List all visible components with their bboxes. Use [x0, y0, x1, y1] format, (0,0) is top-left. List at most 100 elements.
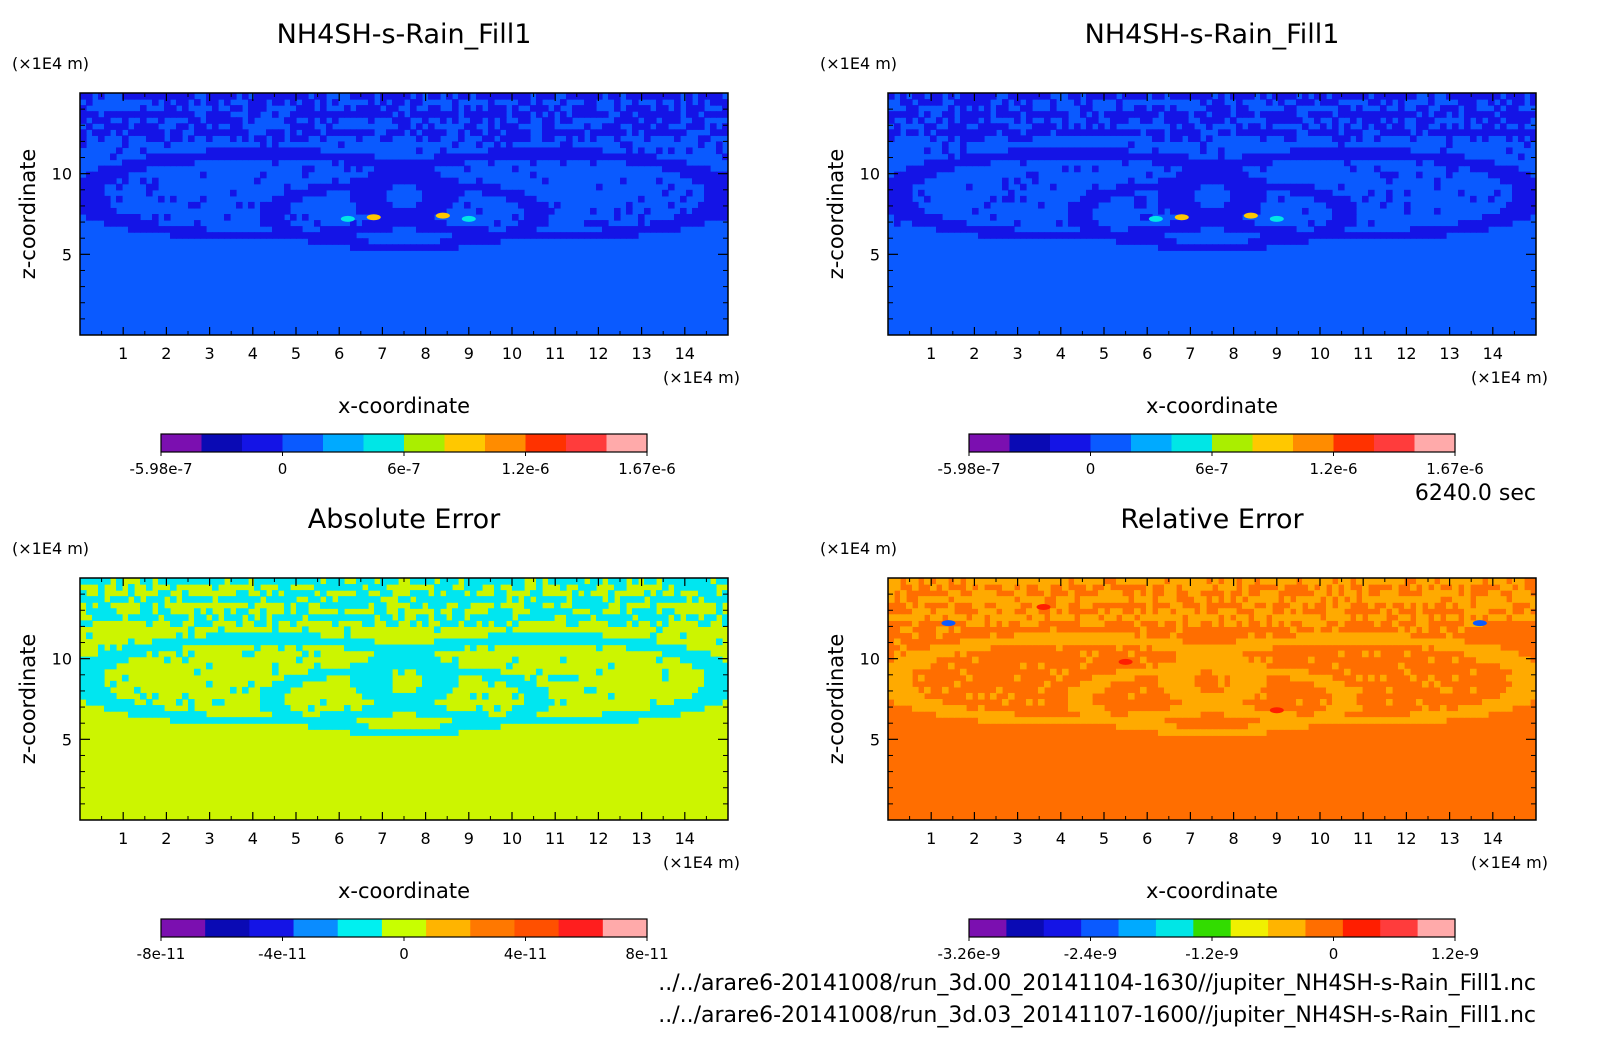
source-file-2: ../../arare6-20141008/run_3d.03_20141107… — [658, 1003, 1536, 1028]
colorbar-tick-label: -3.26e-9 — [938, 945, 1001, 963]
y-unit-label: (×1E4 m) — [820, 54, 897, 73]
x-tick-label: 7 — [1185, 344, 1195, 363]
y-tick-label: 5 — [62, 245, 72, 264]
colorbar-swatch — [1380, 919, 1419, 937]
colorbar: -5.98e-7 0 6e-7 1.2e-6 1.67e-6 — [130, 433, 676, 478]
colorbar-tick-label: 1.2e-9 — [1431, 945, 1479, 963]
colorbar-swatch — [485, 434, 526, 452]
x-tick-label: 10 — [502, 829, 522, 848]
x-tick-label: 7 — [377, 829, 387, 848]
colorbar-swatch — [323, 434, 364, 452]
colorbar-swatch — [249, 919, 295, 937]
colorbar-swatch — [381, 919, 427, 937]
colorbar-swatch — [1090, 434, 1132, 452]
colorbar-tick-label: -8e-11 — [137, 945, 186, 963]
colorbar-swatch — [558, 919, 604, 937]
x-axis-label: x-coordinate — [1146, 394, 1278, 418]
colorbar-tick-label: 8e-11 — [625, 945, 668, 963]
x-tick-label: 4 — [1056, 344, 1066, 363]
colorbar-swatch — [1081, 919, 1120, 937]
x-axis-label: x-coordinate — [1146, 879, 1278, 903]
colorbar-swatch — [404, 434, 445, 452]
x-tick-label: 2 — [161, 829, 171, 848]
colorbar-swatch — [1268, 919, 1306, 937]
x-tick-label: 3 — [1013, 829, 1023, 848]
x-tick-label: 4 — [248, 344, 258, 363]
colorbar-swatch — [1009, 434, 1051, 452]
colorbar-swatch — [514, 919, 560, 937]
x-tick-label: 4 — [1056, 829, 1066, 848]
x-tick-label: 2 — [969, 344, 979, 363]
x-unit-label: (×1E4 m) — [1471, 368, 1548, 387]
x-tick-label: 14 — [1483, 829, 1503, 848]
x-axis-label: x-coordinate — [338, 394, 470, 418]
x-tick-label: 8 — [1229, 829, 1239, 848]
colorbar-tick-label: 6e-7 — [387, 460, 421, 478]
x-tick-label: 8 — [421, 344, 431, 363]
x-unit-label: (×1E4 m) — [1471, 853, 1548, 872]
x-tick-label: 1 — [118, 344, 128, 363]
chart-title: NH4SH-s-Rain_Fill1 — [277, 19, 532, 50]
y-tick-label: 10 — [52, 165, 72, 184]
x-tick-label: 3 — [205, 344, 215, 363]
y-unit-label: (×1E4 m) — [12, 539, 89, 558]
x-tick-label: 5 — [291, 829, 301, 848]
x-tick-label: 10 — [502, 344, 522, 363]
colorbar-swatch — [201, 434, 243, 452]
x-unit-label: (×1E4 m) — [663, 368, 740, 387]
colorbar-swatch — [566, 434, 607, 452]
colorbar-swatch — [363, 434, 405, 452]
colorbar-tick-label: 1.67e-6 — [1426, 460, 1484, 478]
x-tick-label: 9 — [464, 829, 474, 848]
contour-field — [888, 93, 1536, 335]
x-tick-label: 6 — [1142, 344, 1152, 363]
x-tick-label: 10 — [1310, 829, 1330, 848]
colorbar-swatch — [1333, 434, 1375, 452]
y-axis-label: z-coordinate — [16, 149, 40, 280]
time-label: 6240.0 sec — [1415, 481, 1536, 506]
x-tick-label: 11 — [545, 829, 565, 848]
colorbar-swatch — [1193, 919, 1232, 937]
x-axis-label: x-coordinate — [338, 879, 470, 903]
x-tick-label: 13 — [631, 829, 651, 848]
contour-field — [80, 93, 728, 335]
colorbar-tick-label: 4e-11 — [504, 945, 547, 963]
chart-title: Absolute Error — [308, 504, 501, 535]
x-tick-label: 6 — [334, 829, 344, 848]
x-tick-label: 6 — [334, 344, 344, 363]
x-tick-label: 9 — [1272, 829, 1282, 848]
x-tick-label: 14 — [675, 829, 695, 848]
x-tick-label: 3 — [1013, 344, 1023, 363]
x-tick-label: 9 — [464, 344, 474, 363]
x-tick-label: 12 — [1396, 344, 1416, 363]
x-tick-label: 14 — [1483, 344, 1503, 363]
colorbar-swatch — [1050, 434, 1091, 452]
x-tick-label: 12 — [1396, 829, 1416, 848]
x-tick-label: 10 — [1310, 344, 1330, 363]
y-axis-label: z-coordinate — [824, 149, 848, 280]
x-tick-label: 13 — [1439, 829, 1459, 848]
colorbar-swatch — [426, 919, 471, 937]
colorbar: -5.98e-7 0 6e-7 1.2e-6 1.67e-6 — [938, 433, 1484, 478]
colorbar-swatch — [1252, 434, 1294, 452]
colorbar-tick-label: 1.2e-6 — [1309, 460, 1357, 478]
y-tick-label: 5 — [870, 245, 880, 264]
colorbar-swatch — [606, 434, 648, 452]
colorbar-tick-label: -5.98e-7 — [938, 460, 1001, 478]
colorbar-swatch — [1006, 919, 1045, 937]
colorbar-tick-label: -5.98e-7 — [130, 460, 193, 478]
x-tick-label: 7 — [1185, 829, 1195, 848]
x-tick-label: 11 — [545, 344, 565, 363]
colorbar-swatch — [337, 919, 383, 937]
colorbar-swatch — [1342, 919, 1381, 937]
colorbar-swatch — [1417, 919, 1456, 937]
x-tick-label: 9 — [1272, 344, 1282, 363]
colorbar-swatch — [525, 434, 567, 452]
x-tick-label: 12 — [588, 829, 608, 848]
colorbar-swatch — [161, 434, 202, 452]
